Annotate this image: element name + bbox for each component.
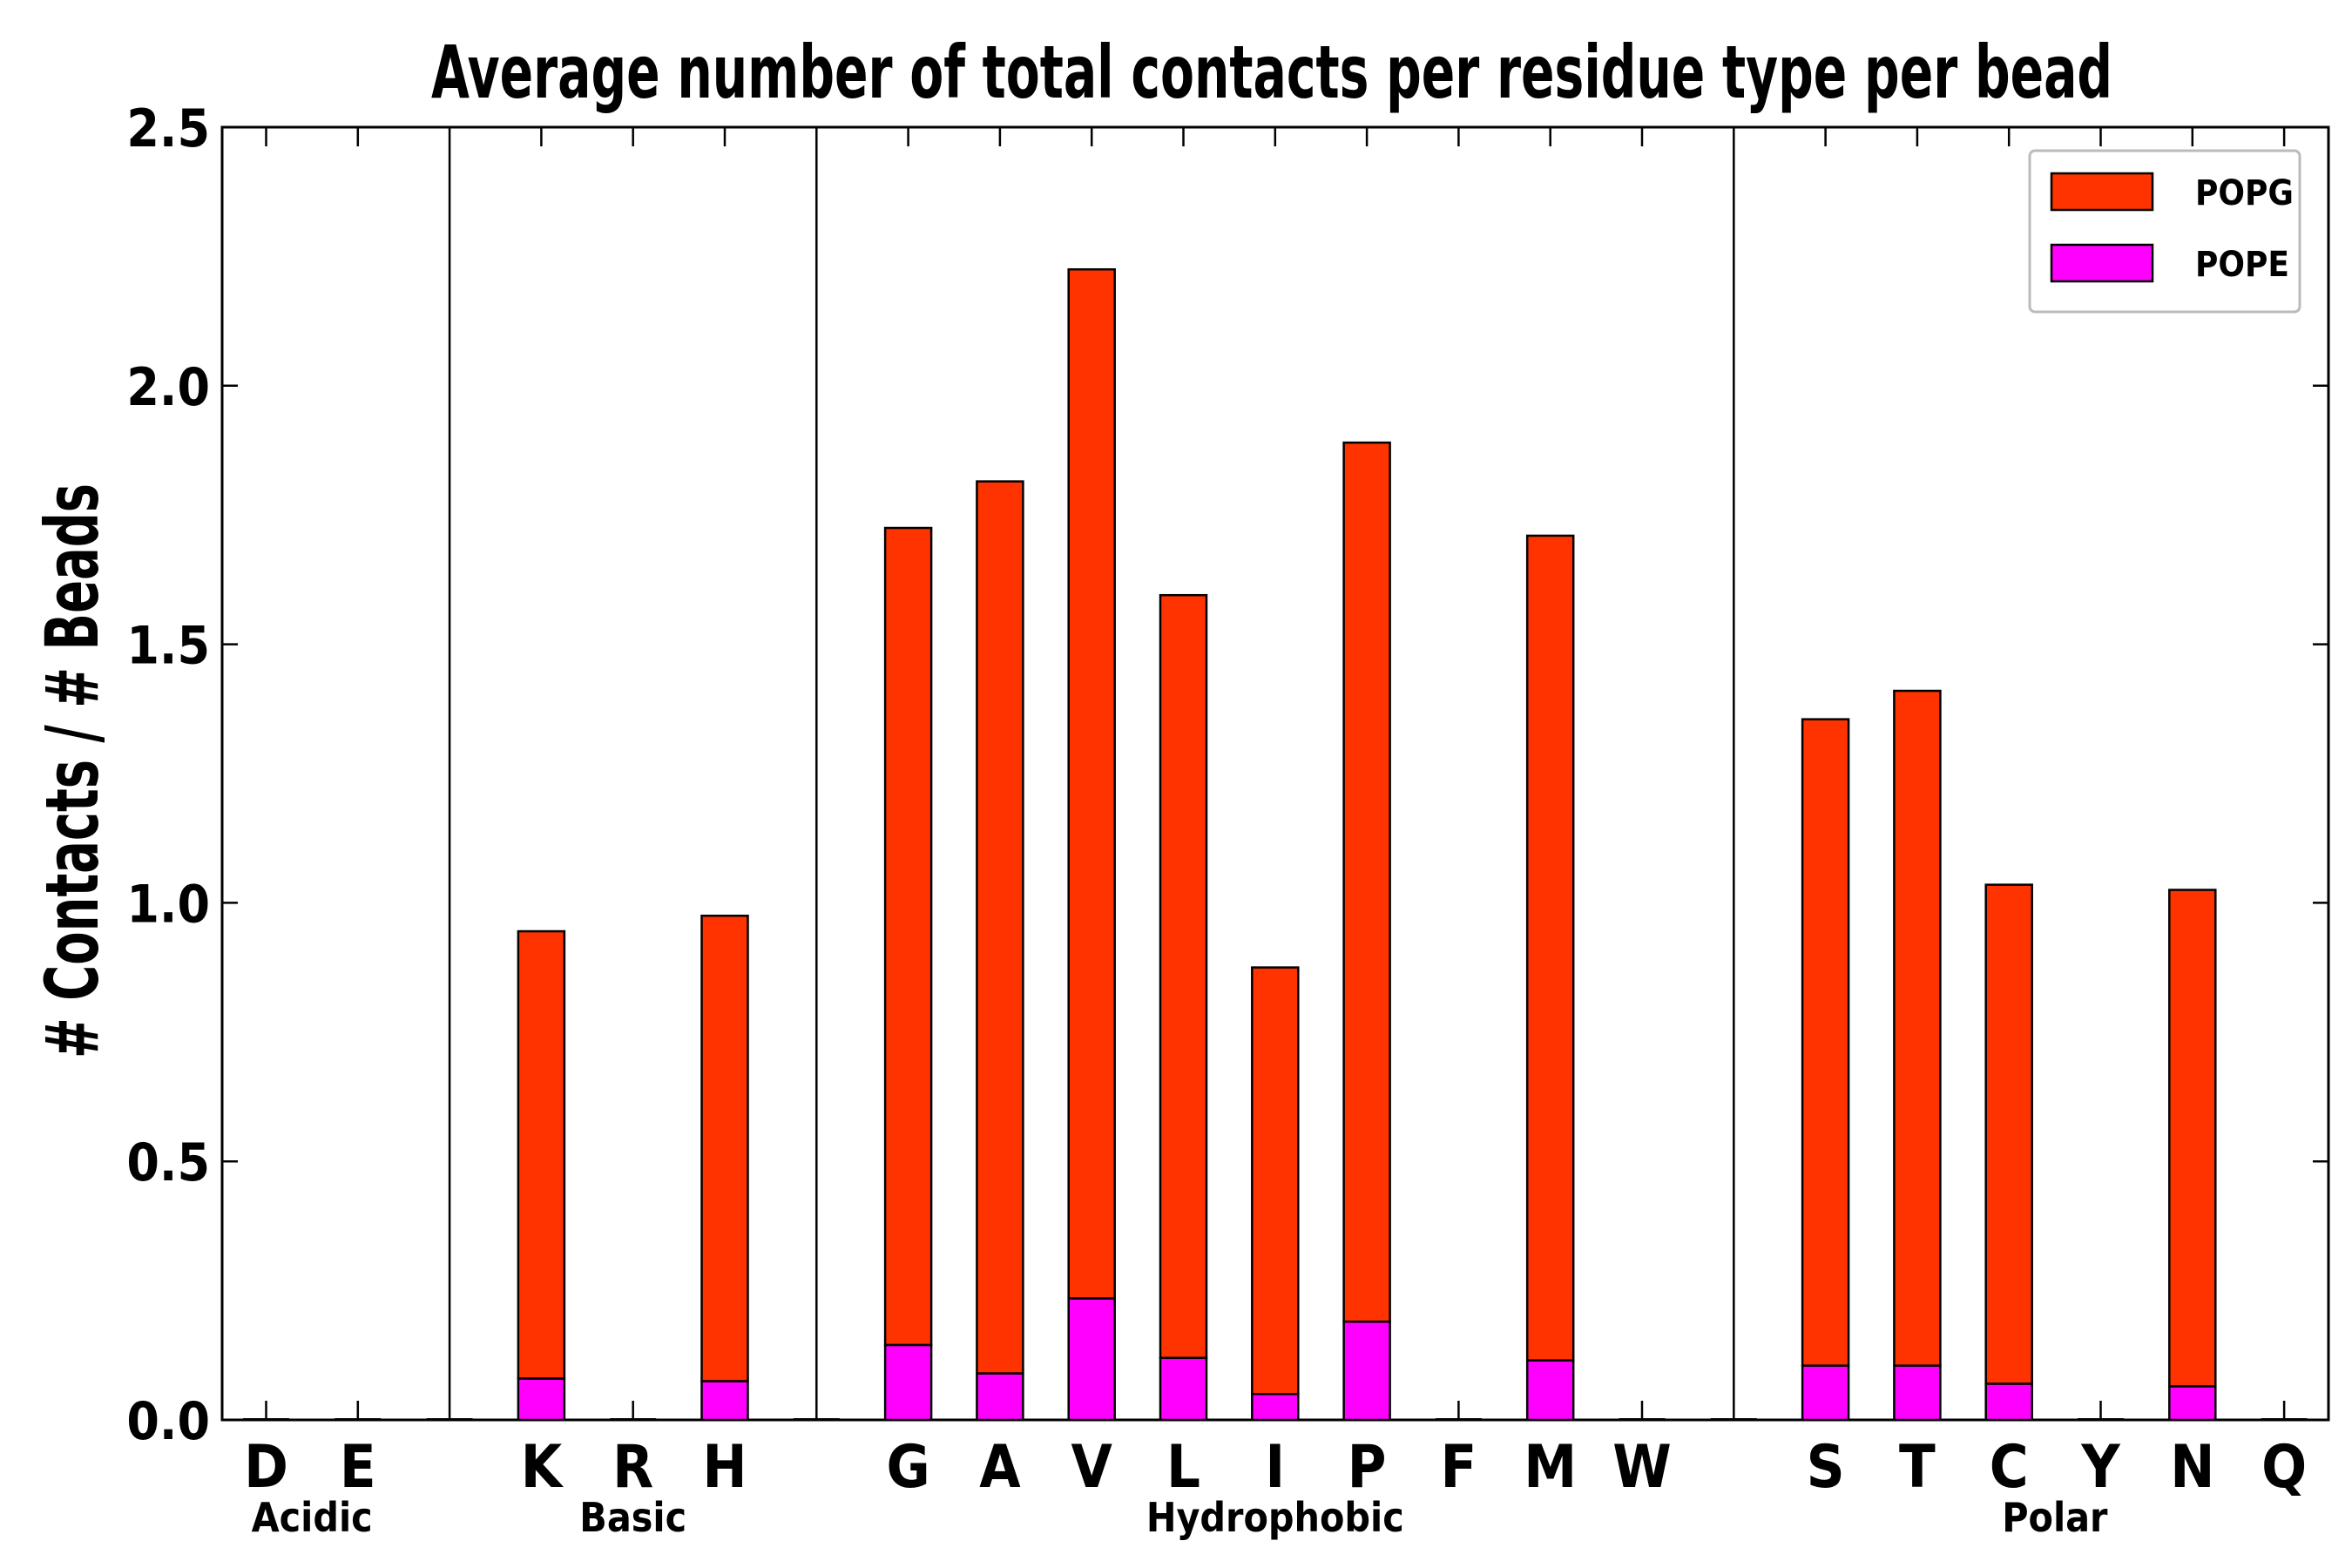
y-tick-label: 0.5	[126, 1132, 210, 1193]
y-tick-label: 2.0	[126, 357, 210, 418]
bar-pope-I	[1252, 1394, 1298, 1420]
legend-swatch-pope	[2051, 245, 2153, 281]
x-tick-label-S: S	[1807, 1433, 1845, 1502]
bar-popg-L	[1160, 595, 1206, 1358]
x-tick-label-Q: Q	[2261, 1433, 2307, 1502]
y-tick-label: 2.5	[126, 98, 210, 159]
group-label-acidic: Acidic	[252, 1494, 373, 1541]
bar-popg-G	[885, 528, 931, 1345]
bar-pope-S	[1802, 1366, 1848, 1420]
x-tick-label-P: P	[1348, 1433, 1387, 1502]
bar-pope-K	[518, 1379, 564, 1420]
group-label-polar: Polar	[2002, 1494, 2108, 1541]
bar-pope-A	[977, 1374, 1023, 1420]
x-tick-label-A: A	[979, 1433, 1021, 1502]
y-tick-label: 0.0	[126, 1391, 210, 1452]
bar-popg-M	[1527, 536, 1573, 1361]
bar-popg-V	[1069, 269, 1115, 1298]
y-axis-label: # Contacts / # Beads	[30, 483, 115, 1058]
x-tick-label-L: L	[1166, 1433, 1200, 1502]
x-tick-label-V: V	[1071, 1433, 1113, 1502]
x-tick-label-F: F	[1440, 1433, 1477, 1502]
bar-pope-G	[885, 1345, 931, 1420]
x-tick-label-H: H	[702, 1433, 747, 1502]
legend: POPG POPE	[2030, 151, 2300, 312]
legend-swatch-popg	[2051, 173, 2153, 210]
bar-pope-M	[1527, 1361, 1573, 1420]
x-tick-label-E: E	[340, 1433, 376, 1502]
bar-popg-P	[1344, 443, 1390, 1321]
bar-pope-L	[1160, 1358, 1206, 1420]
y-tick-label: 1.0	[126, 874, 210, 935]
bar-popg-N	[2169, 890, 2215, 1387]
x-tick-label-M: M	[1524, 1433, 1577, 1502]
bar-pope-H	[702, 1381, 748, 1420]
group-label-hydrophobic: Hydrophobic	[1146, 1494, 1404, 1541]
chart-canvas: Average number of total contacts per res…	[0, 0, 2352, 1568]
x-tick-label-G: G	[886, 1433, 929, 1502]
bar-popg-T	[1894, 691, 1940, 1366]
bar-pope-N	[2169, 1386, 2215, 1420]
chart-title: Average number of total contacts per res…	[431, 30, 2112, 115]
x-tick-label-D: D	[244, 1433, 288, 1502]
x-tick-label-Y: Y	[2080, 1433, 2120, 1502]
x-tick-label-I: I	[1265, 1433, 1285, 1502]
legend-label-popg: POPG	[2195, 173, 2294, 213]
bar-popg-S	[1802, 720, 1848, 1366]
bar-pope-V	[1069, 1299, 1115, 1420]
bar-pope-P	[1344, 1321, 1390, 1420]
x-tick-label-N: N	[2170, 1433, 2214, 1502]
bar-popg-K	[518, 931, 564, 1378]
plot-area: 0.0 0.5 1.0 1.5 2.0 2.5 D E K R H G A V L I P F M W S T C Y N Q Ac…	[126, 98, 2328, 1541]
bar-popg-H	[702, 916, 748, 1381]
x-tick-label-K: K	[521, 1433, 564, 1502]
bar-pope-T	[1894, 1366, 1940, 1420]
bar-pope-C	[1986, 1383, 2032, 1420]
x-tick-label-R: R	[612, 1433, 653, 1502]
group-label-basic: Basic	[579, 1494, 686, 1541]
bar-popg-C	[1986, 885, 2032, 1384]
legend-label-pope: POPE	[2195, 245, 2289, 285]
x-tick-label-C: C	[1990, 1433, 2029, 1502]
y-tick-label: 1.5	[126, 616, 210, 677]
x-tick-label-T: T	[1899, 1433, 1936, 1502]
x-tick-label-W: W	[1612, 1433, 1672, 1502]
bar-popg-A	[977, 482, 1023, 1374]
bar-popg-I	[1252, 968, 1298, 1395]
